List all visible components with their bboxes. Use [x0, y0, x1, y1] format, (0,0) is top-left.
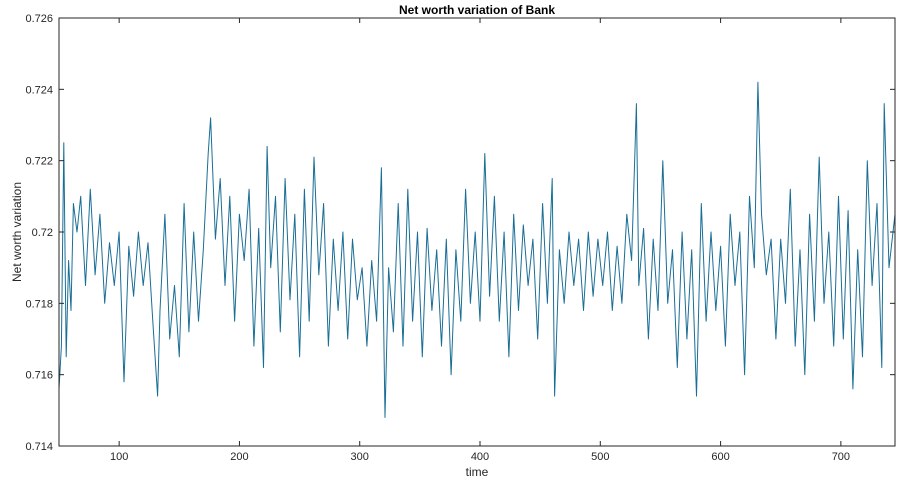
tick-layer: 100 200 300 400 500 600 700 0.714 0.716 0.718 0.72…	[25, 13, 895, 463]
x-tick-label-5: 600	[711, 451, 729, 463]
y-axis-label: Net worth variation	[10, 182, 24, 282]
y-tick-label-3: 0.72	[32, 227, 53, 239]
x-axis-label: time	[466, 465, 489, 479]
series-layer	[58, 81, 896, 418]
plot-frame	[58, 17, 896, 447]
y-tick-label-5: 0.724	[25, 84, 53, 96]
x-tick-label-2: 300	[351, 451, 369, 463]
series-line-0	[58, 81, 896, 418]
plot-area	[59, 18, 895, 446]
y-tick-label-1: 0.716	[25, 370, 53, 382]
y-tick-label-4: 0.722	[25, 156, 53, 168]
y-tick-label-2: 0.718	[25, 298, 53, 310]
y-tick-label-0: 0.714	[25, 441, 53, 453]
x-tick-label-3: 400	[471, 451, 489, 463]
x-tick-label-0: 100	[110, 451, 128, 463]
x-tick-label-6: 700	[832, 451, 850, 463]
x-tick-label-1: 200	[230, 451, 248, 463]
x-tick-label-4: 500	[591, 451, 609, 463]
chart-title: Net worth variation of Bank	[399, 3, 555, 17]
y-tick-label-6: 0.726	[25, 13, 53, 25]
